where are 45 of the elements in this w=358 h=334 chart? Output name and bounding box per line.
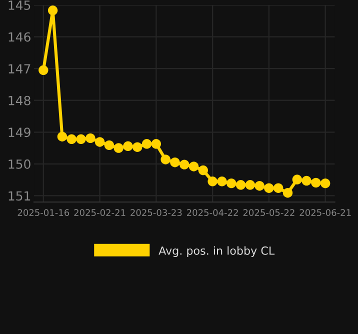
point bbox=[132, 142, 142, 152]
y-tick-label: 151 bbox=[8, 191, 30, 201]
point bbox=[142, 139, 152, 149]
point bbox=[188, 162, 199, 172]
point bbox=[245, 180, 256, 190]
x-tick-label: 2025-03-23 bbox=[130, 209, 182, 216]
point bbox=[217, 176, 227, 186]
point bbox=[208, 176, 218, 186]
point bbox=[282, 188, 293, 198]
point bbox=[236, 180, 246, 190]
point bbox=[57, 132, 68, 142]
point bbox=[170, 157, 180, 168]
point bbox=[123, 141, 133, 151]
text: Avg. pos. in lobby CL bbox=[158, 246, 275, 257]
point bbox=[180, 160, 190, 170]
y-tick-label: 150 bbox=[8, 159, 30, 169]
x-tick-label: 2025-06-21 bbox=[300, 209, 351, 216]
point bbox=[226, 178, 236, 188]
point bbox=[311, 178, 321, 188]
point bbox=[302, 176, 312, 186]
point bbox=[94, 137, 105, 147]
point bbox=[48, 6, 58, 16]
point bbox=[66, 134, 76, 144]
point bbox=[86, 133, 96, 144]
point bbox=[264, 183, 274, 193]
point bbox=[292, 174, 302, 184]
y-tick-label: 145 bbox=[8, 0, 30, 10]
x-tick-label: 2025-04-22 bbox=[186, 209, 238, 216]
point bbox=[320, 178, 330, 188]
point bbox=[104, 140, 114, 150]
point bbox=[273, 183, 284, 193]
y-tick-label: 147 bbox=[8, 64, 30, 74]
point bbox=[254, 181, 264, 191]
x-tick-label: 2025-02-21 bbox=[74, 209, 126, 216]
point bbox=[114, 143, 124, 153]
point bbox=[151, 139, 162, 149]
x-tick-label: 2025-05-22 bbox=[243, 209, 294, 216]
point bbox=[38, 65, 48, 76]
x-tick-label: 2025-01-16 bbox=[18, 209, 70, 216]
point bbox=[198, 165, 208, 176]
point bbox=[160, 154, 170, 164]
point bbox=[76, 134, 86, 144]
y-tick-label: 148 bbox=[8, 96, 30, 106]
y-tick-label: 146 bbox=[8, 32, 30, 42]
y-tick-label: 149 bbox=[8, 128, 30, 138]
